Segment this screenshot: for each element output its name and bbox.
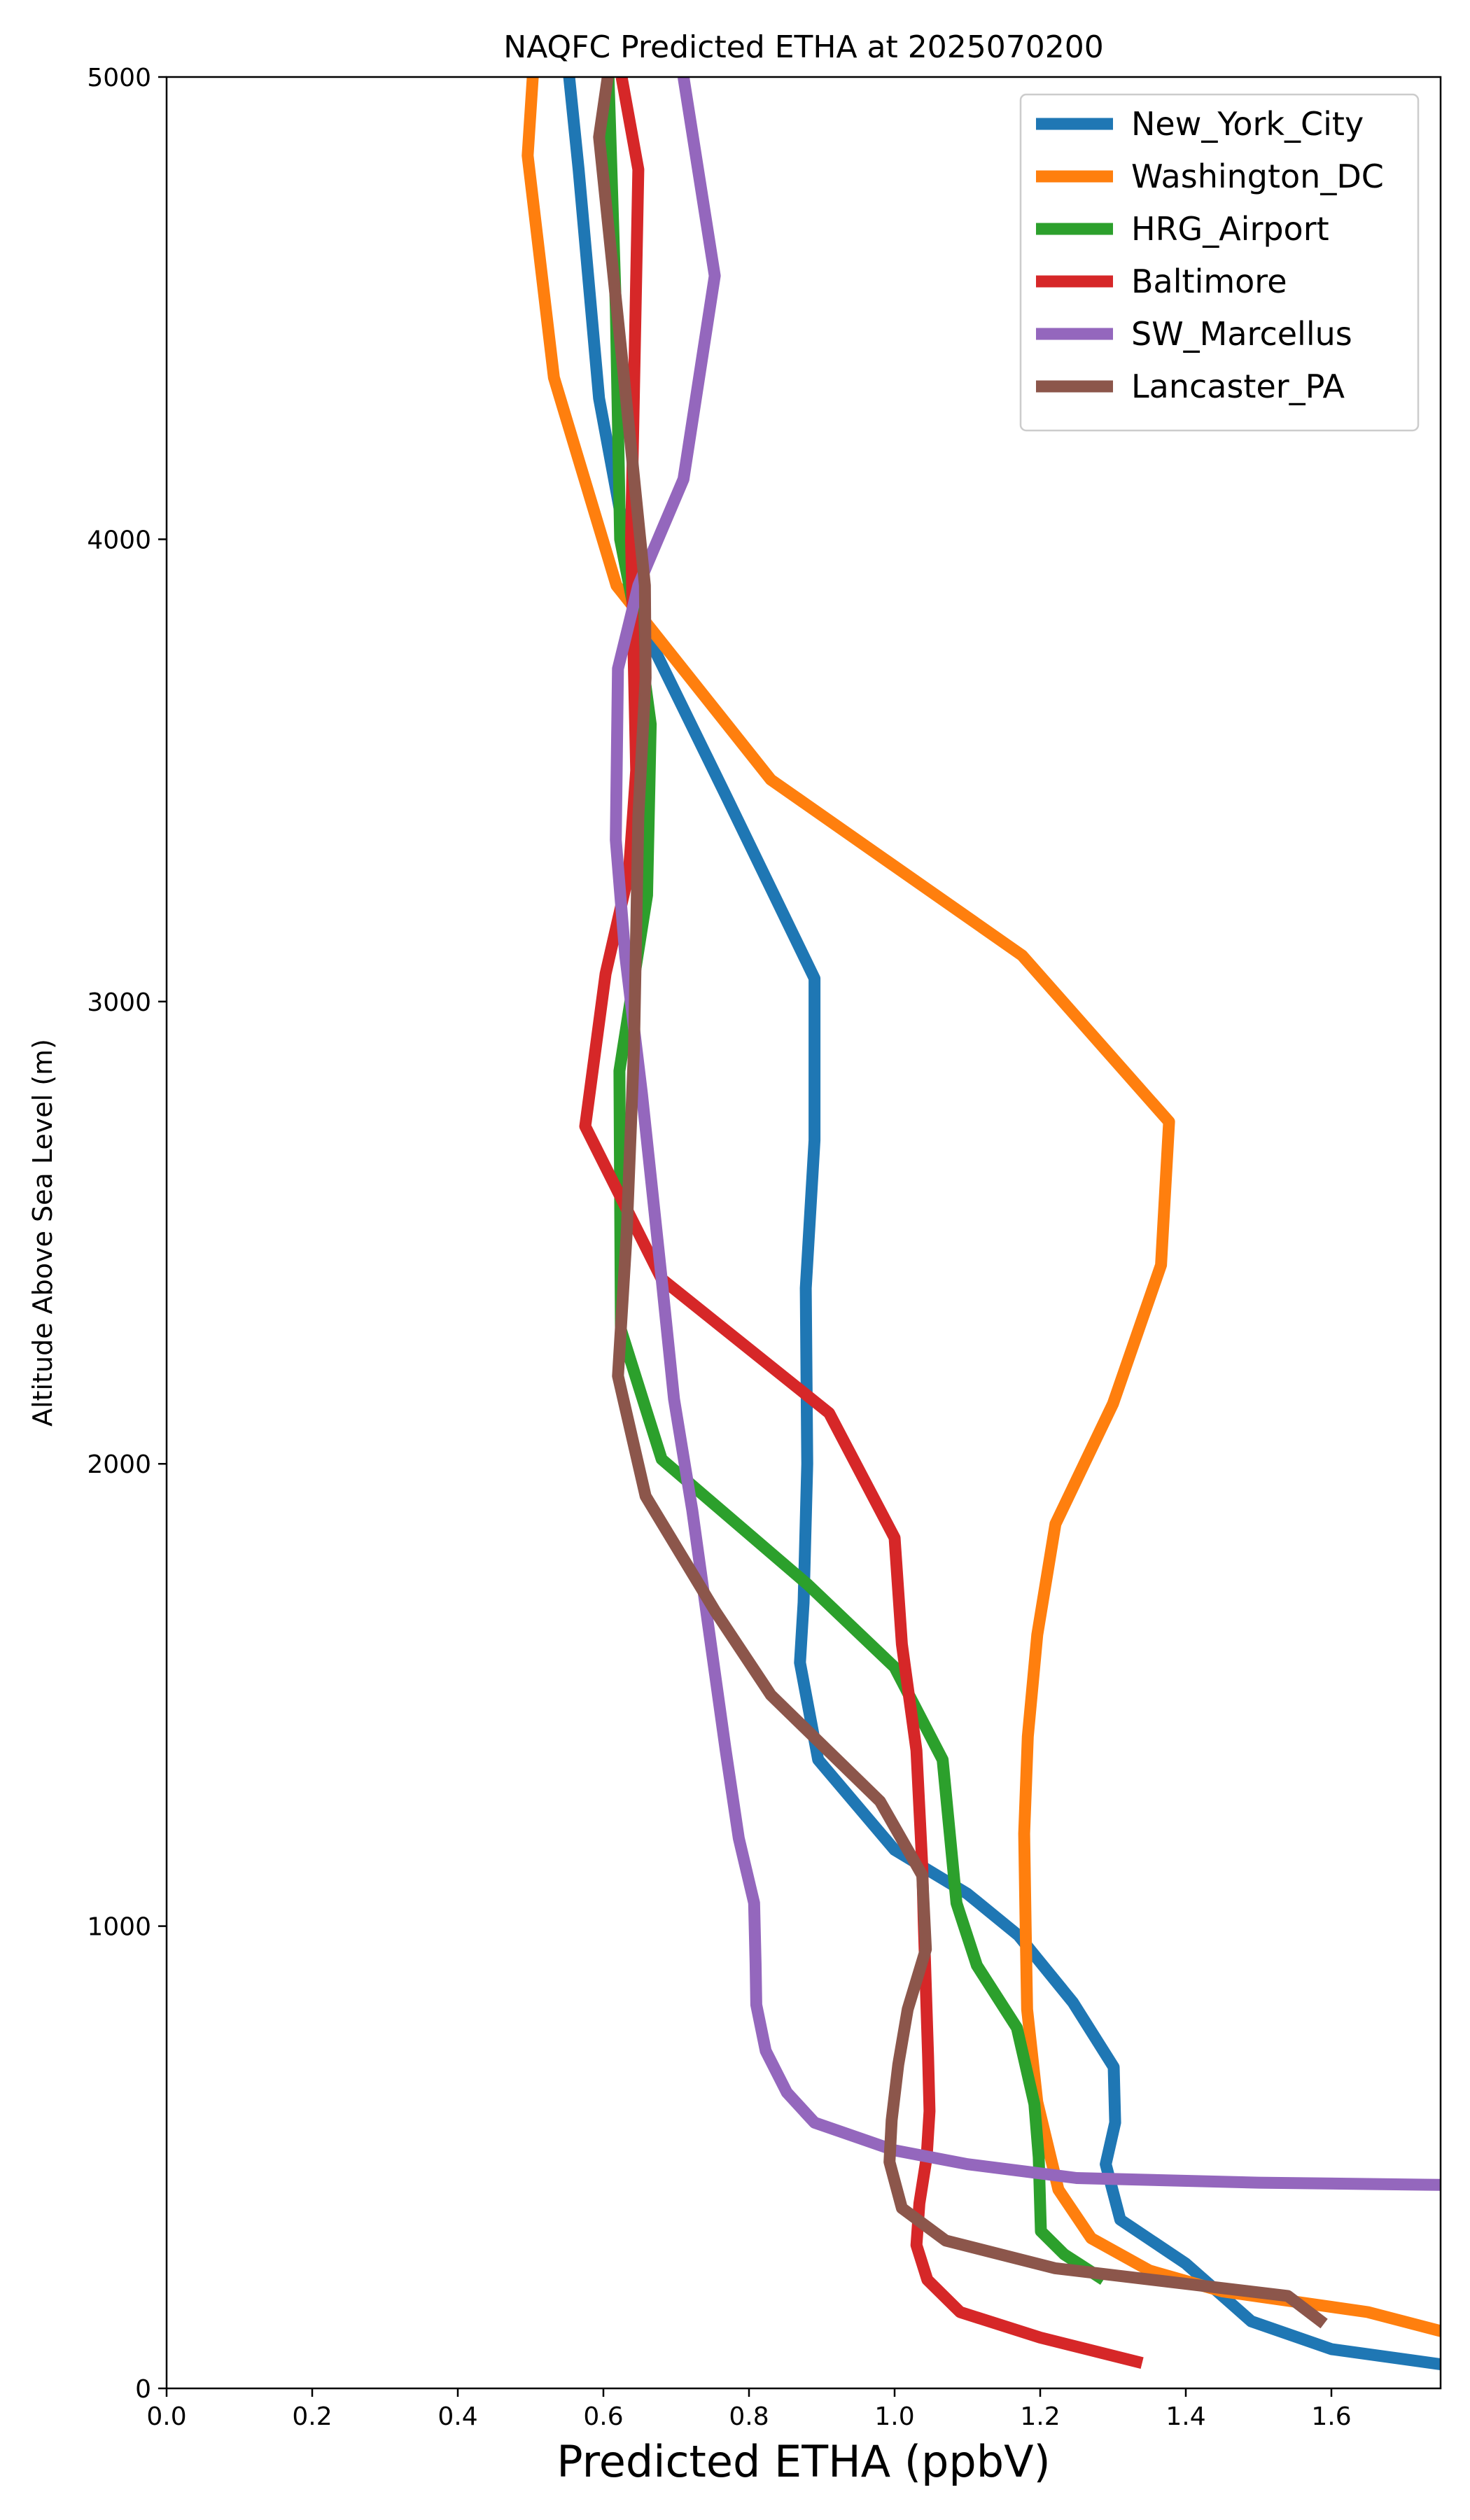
x-tick-label: 1.4 bbox=[1166, 2402, 1205, 2431]
series-line-lancaster-pa bbox=[593, 77, 1328, 2329]
legend-label: Lancaster_PA bbox=[1131, 368, 1345, 405]
y-tick-label: 3000 bbox=[87, 988, 151, 1017]
plot-frame bbox=[165, 76, 1442, 2390]
legend-label: HRG_Airport bbox=[1131, 210, 1329, 248]
legend-label: New_York_City bbox=[1131, 105, 1364, 143]
x-tick-label: 0.4 bbox=[438, 2402, 477, 2431]
x-tick-label: 1.2 bbox=[1020, 2402, 1060, 2431]
x-axis-label: Predicted ETHA (ppbV) bbox=[556, 2436, 1050, 2487]
y-tick-label: 1000 bbox=[87, 1913, 151, 1942]
legend: New_York_City Washington_DC HRG_Airport Bal… bbox=[1019, 93, 1420, 432]
x-tick-label: 0.2 bbox=[292, 2402, 332, 2431]
legend-label: Washington_DC bbox=[1131, 158, 1384, 195]
y-tick-label: 4000 bbox=[87, 526, 151, 554]
chart-title: NAQFC Predicted ETHA at 2025070200 bbox=[503, 29, 1103, 65]
x-tick-label: 1.6 bbox=[1311, 2402, 1351, 2431]
x-tick-label: 0.0 bbox=[146, 2402, 186, 2431]
y-tick-label: 2000 bbox=[87, 1450, 151, 1479]
axes-layer: 0.0 0.2 0.4 0.6 0.8 1.0 1.2 1.4 1.6 0 1000 2000 3000… bbox=[87, 64, 1442, 2431]
legend-label: SW_Marcellus bbox=[1131, 315, 1352, 353]
series-layer bbox=[522, 77, 1441, 2371]
y-axis-label: Altitude Above Sea Level (m) bbox=[27, 1039, 58, 1427]
series-line-baltimore bbox=[579, 77, 1144, 2369]
x-tick-label: 0.6 bbox=[583, 2402, 623, 2431]
y-tick-label: 5000 bbox=[87, 64, 151, 92]
y-tick-label: 0 bbox=[135, 2375, 151, 2404]
x-tick-label: 1.0 bbox=[874, 2402, 914, 2431]
legend-label: Baltimore bbox=[1131, 262, 1287, 300]
legend-box bbox=[1019, 93, 1420, 432]
x-tick-label: 0.8 bbox=[729, 2402, 769, 2431]
series-line-washington-dc bbox=[522, 77, 1441, 2337]
